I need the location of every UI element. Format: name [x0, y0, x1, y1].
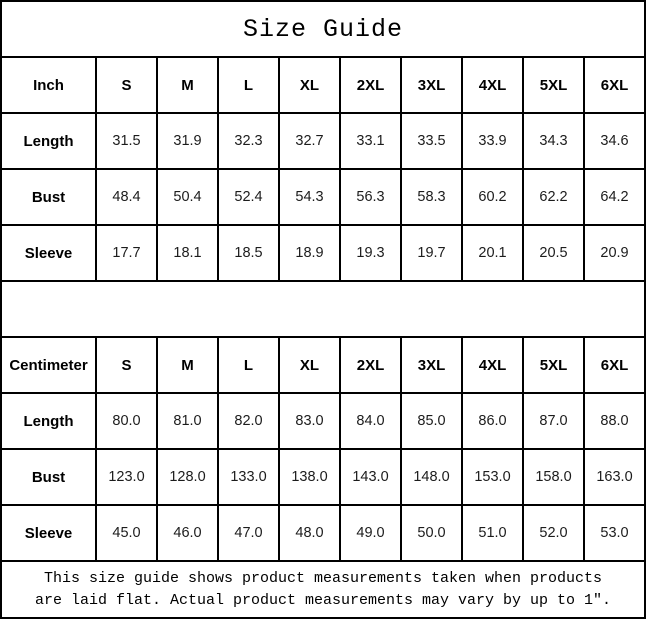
- measurement-value: 53.0: [583, 504, 646, 562]
- size-column-header: XL: [278, 56, 341, 114]
- measurement-value: 20.9: [583, 224, 646, 282]
- measurement-value: 83.0: [278, 392, 341, 450]
- measurement-value: 56.3: [339, 168, 402, 226]
- size-column-header: 4XL: [461, 336, 524, 394]
- size-column-header: S: [95, 336, 158, 394]
- measurement-value: 84.0: [339, 392, 402, 450]
- measurement-row-label: Bust: [0, 448, 97, 506]
- centimeter-sleeve-row: Sleeve 45.0 46.0 47.0 48.0 49.0 50.0 51.…: [0, 504, 646, 562]
- measurement-value: 58.3: [400, 168, 463, 226]
- measurement-value: 31.9: [156, 112, 219, 170]
- measurement-value: 32.7: [278, 112, 341, 170]
- measurement-value: 87.0: [522, 392, 585, 450]
- measurement-value: 33.5: [400, 112, 463, 170]
- measurement-value: 45.0: [95, 504, 158, 562]
- measurement-value: 82.0: [217, 392, 280, 450]
- measurement-value: 18.1: [156, 224, 219, 282]
- inch-length-row: Length 31.5 31.9 32.3 32.7 33.1 33.5 33.…: [0, 112, 646, 170]
- centimeter-bust-row: Bust 123.0 128.0 133.0 138.0 143.0 148.0…: [0, 448, 646, 506]
- unit-label-inch: Inch: [0, 56, 97, 114]
- measurement-row-label: Bust: [0, 168, 97, 226]
- footer-note-line2: are laid flat. Actual product measuremen…: [34, 591, 612, 609]
- measurement-value: 80.0: [95, 392, 158, 450]
- title-row: Size Guide: [0, 0, 646, 58]
- size-column-header: 6XL: [583, 336, 646, 394]
- measurement-value: 148.0: [400, 448, 463, 506]
- measurement-value: 86.0: [461, 392, 524, 450]
- size-column-header: M: [156, 56, 219, 114]
- size-column-header: 2XL: [339, 56, 402, 114]
- measurement-value: 60.2: [461, 168, 524, 226]
- measurement-value: 64.2: [583, 168, 646, 226]
- footer-note-line1: This size guide shows product measuremen…: [43, 569, 603, 587]
- measurement-value: 47.0: [217, 504, 280, 562]
- measurement-value: 163.0: [583, 448, 646, 506]
- measurement-value: 33.1: [339, 112, 402, 170]
- inch-header-row: Inch S M L XL 2XL 3XL 4XL 5XL 6XL: [0, 56, 646, 114]
- size-column-header: 3XL: [400, 56, 463, 114]
- size-column-header: 5XL: [522, 56, 585, 114]
- measurement-value: 52.0: [522, 504, 585, 562]
- measurement-value: 138.0: [278, 448, 341, 506]
- measurement-value: 81.0: [156, 392, 219, 450]
- size-column-header: L: [217, 56, 280, 114]
- footer-row: This size guide shows product measuremen…: [0, 560, 646, 619]
- size-column-header: 5XL: [522, 336, 585, 394]
- measurement-value: 54.3: [278, 168, 341, 226]
- measurement-value: 133.0: [217, 448, 280, 506]
- measurement-value: 34.6: [583, 112, 646, 170]
- size-column-header: XL: [278, 336, 341, 394]
- centimeter-length-row: Length 80.0 81.0 82.0 83.0 84.0 85.0 86.…: [0, 392, 646, 450]
- size-column-header: 2XL: [339, 336, 402, 394]
- measurement-value: 48.4: [95, 168, 158, 226]
- measurement-value: 158.0: [522, 448, 585, 506]
- measurement-value: 85.0: [400, 392, 463, 450]
- measurement-value: 19.7: [400, 224, 463, 282]
- size-column-header: 4XL: [461, 56, 524, 114]
- measurement-value: 17.7: [95, 224, 158, 282]
- inch-sleeve-row: Sleeve 17.7 18.1 18.5 18.9 19.3 19.7 20.…: [0, 224, 646, 282]
- page-title: Size Guide: [0, 0, 646, 58]
- measurement-value: 32.3: [217, 112, 280, 170]
- size-column-header: L: [217, 336, 280, 394]
- size-column-header: S: [95, 56, 158, 114]
- measurement-row-label: Length: [0, 392, 97, 450]
- measurement-value: 20.1: [461, 224, 524, 282]
- measurement-value: 62.2: [522, 168, 585, 226]
- size-column-header: M: [156, 336, 219, 394]
- measurement-value: 19.3: [339, 224, 402, 282]
- measurement-value: 51.0: [461, 504, 524, 562]
- measurement-value: 18.9: [278, 224, 341, 282]
- measurement-value: 50.0: [400, 504, 463, 562]
- inch-bust-row: Bust 48.4 50.4 52.4 54.3 56.3 58.3 60.2 …: [0, 168, 646, 226]
- measurement-row-label: Length: [0, 112, 97, 170]
- spacer-row: [0, 280, 646, 338]
- measurement-value: 18.5: [217, 224, 280, 282]
- centimeter-header-row: Centimeter S M L XL 2XL 3XL 4XL 5XL 6XL: [0, 336, 646, 394]
- spacer-cell: [0, 280, 646, 338]
- measurement-value: 20.5: [522, 224, 585, 282]
- measurement-value: 31.5: [95, 112, 158, 170]
- measurement-value: 153.0: [461, 448, 524, 506]
- footer-note: This size guide shows product measuremen…: [0, 560, 646, 619]
- measurement-value: 128.0: [156, 448, 219, 506]
- measurement-value: 33.9: [461, 112, 524, 170]
- unit-label-centimeter: Centimeter: [0, 336, 97, 394]
- size-column-header: 3XL: [400, 336, 463, 394]
- measurement-row-label: Sleeve: [0, 504, 97, 562]
- measurement-value: 34.3: [522, 112, 585, 170]
- measurement-value: 49.0: [339, 504, 402, 562]
- measurement-value: 123.0: [95, 448, 158, 506]
- measurement-value: 48.0: [278, 504, 341, 562]
- measurement-value: 50.4: [156, 168, 219, 226]
- measurement-value: 88.0: [583, 392, 646, 450]
- measurement-row-label: Sleeve: [0, 224, 97, 282]
- measurement-value: 46.0: [156, 504, 219, 562]
- size-column-header: 6XL: [583, 56, 646, 114]
- measurement-value: 52.4: [217, 168, 280, 226]
- measurement-value: 143.0: [339, 448, 402, 506]
